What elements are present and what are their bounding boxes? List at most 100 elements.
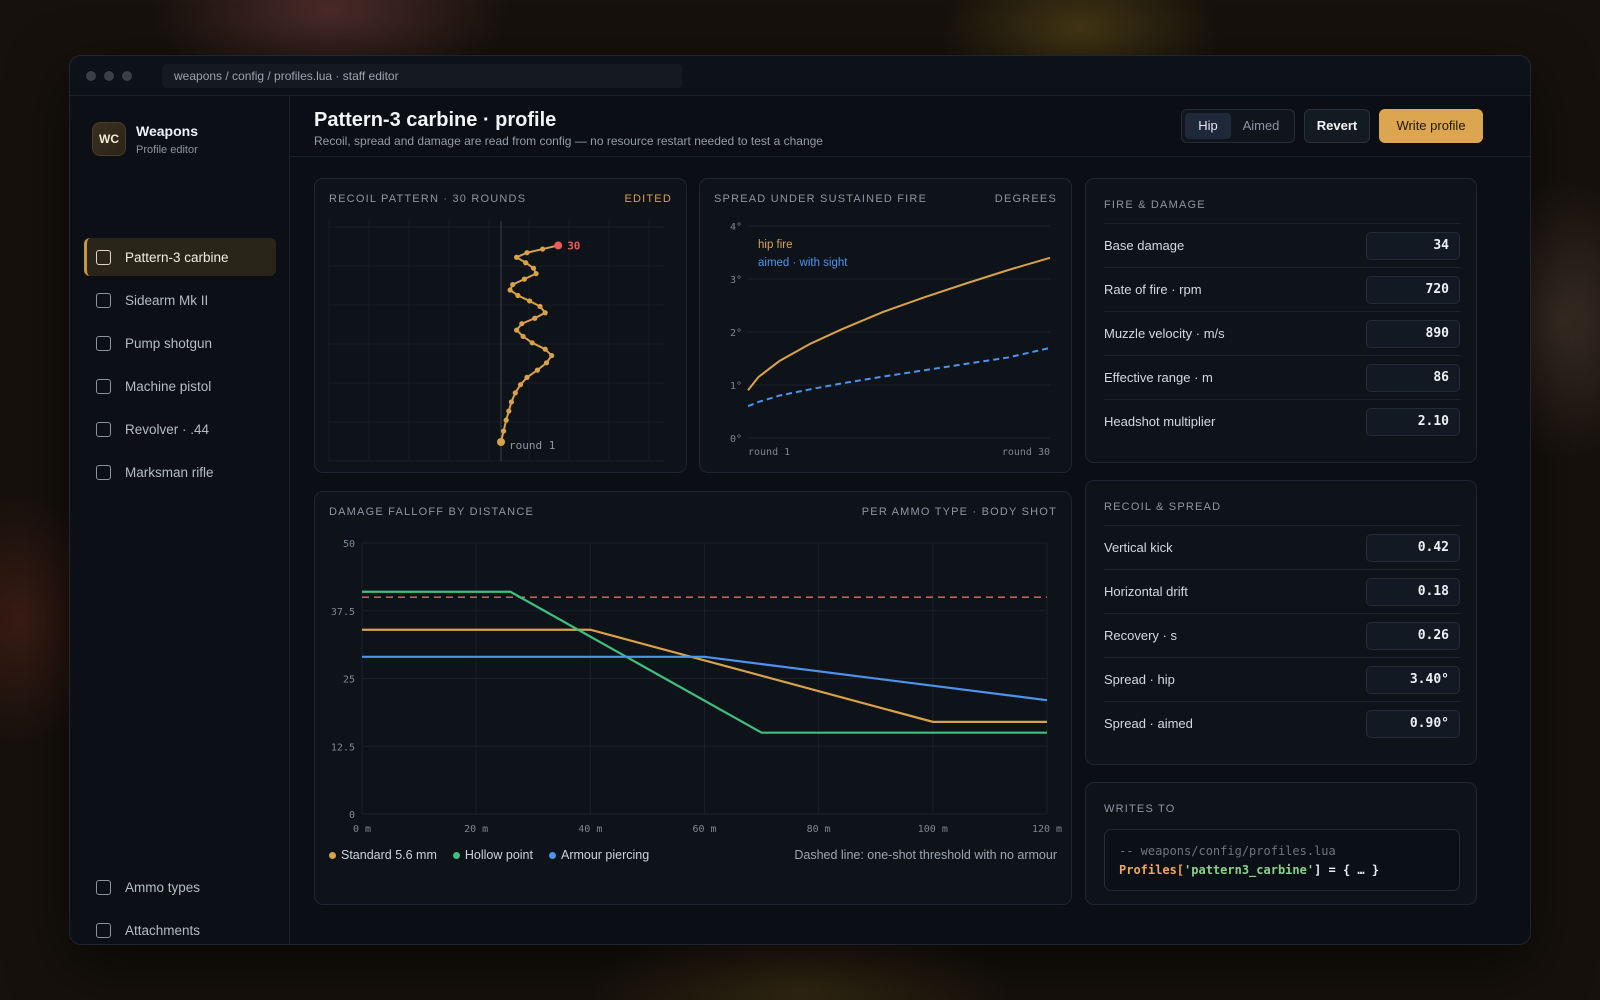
horizontal-drift-input[interactable]: 0.18	[1366, 578, 1460, 606]
standard-ammo-line	[362, 628, 1047, 723]
brand: WC Weapons Profile editor	[92, 122, 198, 156]
start-label: round 1	[509, 439, 555, 452]
recoil-round-point	[497, 438, 505, 446]
checkbox[interactable]	[96, 378, 111, 394]
vertical-kick-input[interactable]: 0.42	[1366, 534, 1460, 562]
y-tick-label: 4°	[730, 222, 742, 233]
recovery-input[interactable]: 0.26	[1366, 622, 1460, 650]
spread-hip-input[interactable]: 3.40°	[1366, 666, 1460, 694]
damage-falloff-chart: 0 12.5 25 37.5 50 0 m 20 m 40 m 60 m 80 m 100 m 120…	[331, 539, 1062, 835]
recoil-round-point	[542, 346, 548, 352]
recoil-round-point	[517, 382, 524, 388]
maximize-dot[interactable]	[122, 70, 132, 81]
brand-logo: WC	[92, 122, 126, 156]
property-row: Vertical kick 0.42	[1104, 525, 1460, 569]
y-tick-label: 0°	[730, 434, 742, 445]
falloff-legend: Standard 5.6 mm Hollow point Armour pier…	[329, 848, 665, 862]
revert-button[interactable]: Revert	[1304, 109, 1370, 143]
property-row: Spread · aimed 0.90°	[1104, 701, 1460, 745]
rate-of-fire-input[interactable]: 720	[1366, 276, 1460, 304]
legend-item: Armour piercing	[548, 848, 650, 862]
legend-dot	[548, 851, 556, 859]
panel-title: Fire & damage	[1104, 199, 1206, 211]
muzzle-velocity-input[interactable]: 890	[1366, 320, 1460, 348]
property-label: Effective range · m	[1104, 370, 1213, 385]
sidebar-item-pump-shotgun[interactable]: Pump shotgun	[84, 324, 276, 362]
page-header: Pattern-3 carbine · profile Recoil, spre…	[291, 96, 1530, 157]
property-row: Muzzle velocity · m/s 890	[1104, 311, 1460, 355]
recoil-round-point	[519, 321, 525, 327]
property-row: Effective range · m 86	[1104, 355, 1460, 399]
minimize-dot[interactable]	[104, 70, 114, 81]
unit-label: Degrees	[994, 193, 1057, 205]
write-profile-button[interactable]: Write profile	[1379, 109, 1483, 143]
recoil-round-point	[520, 333, 526, 340]
sidebar-item-ammo-types[interactable]: Ammo types	[84, 868, 276, 906]
sidebar-item-machine-pistol[interactable]: Machine pistol	[84, 367, 276, 405]
edited-badge: Edited	[624, 193, 672, 205]
panel-title: Writes to	[1104, 803, 1176, 815]
property-label: Vertical kick	[1104, 540, 1173, 555]
property-row: Headshot multiplier 2.10	[1104, 399, 1460, 443]
code-prefix: Profiles[	[1119, 863, 1185, 877]
hip-mode-button[interactable]: Hip	[1185, 113, 1231, 139]
recoil-round-point	[532, 315, 538, 321]
base-damage-input[interactable]: 34	[1366, 232, 1460, 260]
y-tick-label: 25	[343, 675, 355, 686]
x-tick-label: 40 m	[578, 824, 602, 835]
checkbox[interactable]	[96, 464, 111, 480]
x-tick-label: 120 m	[1032, 824, 1062, 835]
recoil-round-point	[501, 428, 507, 434]
sidebar-item-pattern3-carbine[interactable]: Pattern-3 carbine	[84, 238, 276, 276]
y-tick-label: 12.5	[331, 742, 355, 753]
panel-title: Recoil pattern · 30 rounds	[329, 193, 527, 205]
recoil-round-point	[514, 254, 520, 260]
sidebar-item-marksman-rifle[interactable]: Marksman rifle	[84, 453, 276, 491]
code-suffix: ] = { … }	[1314, 863, 1380, 877]
sidebar: WC Weapons Profile editor Pattern-3 carb…	[70, 96, 290, 944]
legend-label: Armour piercing	[560, 848, 650, 862]
property-row: Rate of fire · rpm 720	[1104, 267, 1460, 311]
address-bar[interactable]: weapons / config / profiles.lua · staff …	[162, 63, 682, 88]
recoil-pattern-panel: Recoil pattern · 30 rounds Edited round …	[314, 178, 687, 473]
legend-hip-fire: hip fire	[758, 239, 793, 251]
spread-aimed-input[interactable]: 0.90°	[1366, 710, 1460, 738]
checkbox[interactable]	[96, 879, 111, 895]
panel-title: Damage falloff by distance	[329, 506, 534, 518]
sidebar-item-sidearm[interactable]: Sidearm Mk II	[84, 281, 276, 319]
property-row: Recovery · s 0.26	[1104, 613, 1460, 657]
recoil-round-point	[512, 390, 518, 396]
checkbox[interactable]	[96, 292, 111, 308]
recoil-round-point	[527, 298, 533, 304]
recoil-round-point	[530, 265, 537, 271]
code-comment: -- weapons/config/profiles.lua	[1119, 844, 1336, 858]
armour-piercing-line	[362, 655, 1048, 702]
checkbox[interactable]	[96, 922, 111, 938]
legend-dot	[329, 851, 336, 859]
y-tick-label: 50	[343, 539, 355, 550]
y-tick-label: 2°	[730, 328, 742, 339]
code-snippet: -- weapons/config/profiles.lua Profiles[…	[1104, 829, 1460, 891]
sidebar-item-label: Sidearm Mk II	[125, 292, 209, 308]
checkbox[interactable]	[96, 421, 111, 437]
y-tick-label: 37.5	[331, 607, 355, 618]
legend-label: Standard 5.6 mm	[341, 848, 437, 862]
property-label: Muzzle velocity · m/s	[1104, 326, 1225, 341]
panel-title: Spread under sustained fire	[714, 193, 928, 205]
recoil-round-point	[542, 310, 548, 316]
x-tick-label: 80 m	[807, 824, 831, 835]
property-label: Headshot multiplier	[1104, 414, 1216, 429]
recoil-round-point	[503, 417, 509, 423]
checkbox[interactable]	[96, 249, 111, 265]
sidebar-item-attachments[interactable]: Attachments	[84, 911, 276, 944]
headshot-multiplier-input[interactable]: 2.10	[1366, 408, 1460, 436]
checkbox[interactable]	[96, 335, 111, 351]
effective-range-input[interactable]: 86	[1366, 364, 1460, 392]
sidebar-item-label: Ammo types	[125, 879, 201, 895]
sidebar-item-revolver[interactable]: Revolver · .44	[84, 410, 276, 448]
brand-subtitle: Profile editor	[136, 143, 198, 156]
aimed-mode-button[interactable]: Aimed	[1242, 118, 1280, 133]
property-label: Rate of fire · rpm	[1104, 282, 1202, 297]
sidebar-item-label: Marksman rifle	[125, 464, 214, 480]
close-dot[interactable]	[86, 70, 96, 81]
